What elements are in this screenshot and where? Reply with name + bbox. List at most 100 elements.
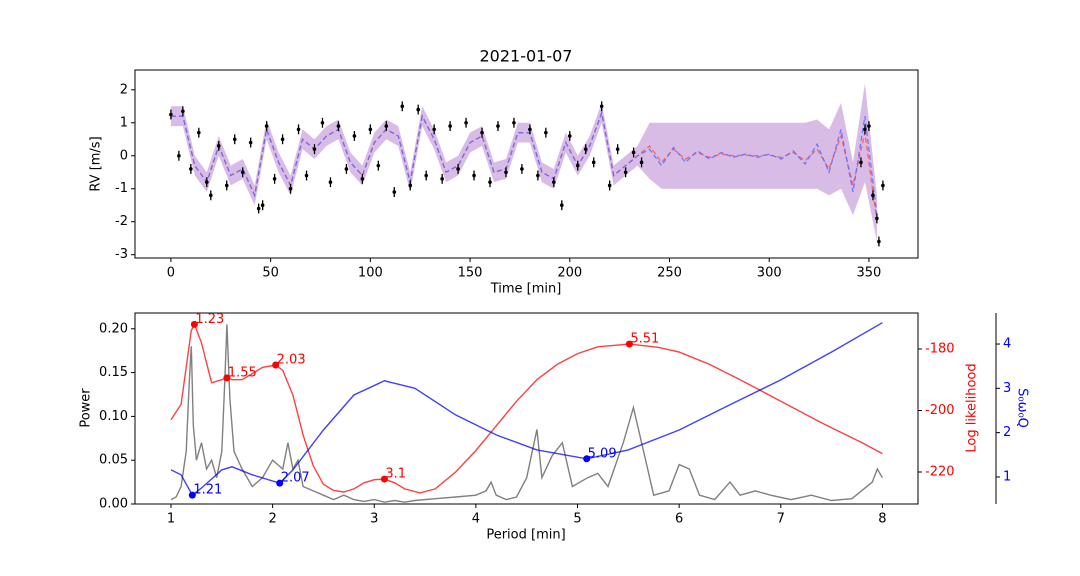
plot-frame <box>134 312 919 505</box>
peak-label: 2.03 <box>277 352 306 367</box>
data-point <box>189 167 193 171</box>
peak-label: 5.51 <box>630 332 659 347</box>
data-point <box>216 144 221 148</box>
confidence-band <box>170 83 877 242</box>
data-point <box>472 173 476 178</box>
data-point <box>599 104 604 109</box>
data-point <box>859 160 863 165</box>
data-point <box>424 173 428 178</box>
y3-tick-label: 1 <box>1003 469 1011 484</box>
peak-marker <box>276 479 284 487</box>
data-point <box>288 186 293 191</box>
chart-title: 2021-01-07 <box>480 47 573 66</box>
data-point <box>575 163 580 168</box>
data-point <box>197 130 201 135</box>
x-tick-label: 3 <box>370 512 378 527</box>
data-point <box>512 120 516 125</box>
peak-marker <box>380 475 388 483</box>
data-point <box>591 160 596 165</box>
model-line <box>170 110 878 216</box>
y-tick-label: 0.20 <box>99 321 128 336</box>
data-point <box>296 127 301 132</box>
x-axis-label: Period [min] <box>486 528 565 543</box>
y3-axis-label: S₀ω₀Q <box>1015 388 1030 428</box>
x-tick-label: 8 <box>878 512 886 527</box>
data-point <box>240 170 245 175</box>
peak-marker <box>223 374 231 382</box>
y-tick-label: 0.15 <box>99 365 128 380</box>
data-point <box>560 203 564 208</box>
data-point <box>639 160 644 165</box>
y-tick-label: -3 <box>115 247 128 262</box>
data-point <box>881 183 885 188</box>
data-point <box>272 177 277 181</box>
peak-label: 1.21 <box>193 483 222 498</box>
peak-marker <box>272 361 280 369</box>
peak-label: 5.09 <box>588 446 617 461</box>
y2-tick-label: -200 <box>925 403 955 418</box>
data-point <box>376 163 381 168</box>
data-point <box>368 127 373 132</box>
series-line <box>170 322 883 494</box>
data-point <box>312 147 317 151</box>
data-point <box>552 180 556 184</box>
y-tick-label: 0 <box>120 148 128 163</box>
data-point <box>320 120 325 125</box>
data-point <box>432 127 436 132</box>
y2-axis-label: Log likelihood <box>965 363 980 452</box>
y3-tick-label: 3 <box>1003 381 1011 396</box>
y3-tick-label: 4 <box>1003 337 1011 352</box>
peak-label: 3.1 <box>385 467 406 482</box>
peak-marker <box>583 455 591 463</box>
data-point <box>384 124 389 128</box>
x-axis-label: Time [min] <box>490 282 562 297</box>
data-point <box>181 109 185 114</box>
x-tick-label: 0 <box>167 266 175 281</box>
data-point <box>867 124 871 128</box>
data-point <box>488 180 492 184</box>
y3-tick-label: 2 <box>1003 425 1011 440</box>
data-point <box>875 216 879 221</box>
x-tick-label: 1 <box>167 512 175 527</box>
data-point <box>328 180 333 184</box>
data-point <box>623 170 628 175</box>
x-tick-label: 300 <box>757 266 782 281</box>
x-tick-label: 5 <box>573 512 581 527</box>
data-point <box>448 124 452 128</box>
x-tick-label: 2 <box>268 512 276 527</box>
y-tick-label: 2 <box>120 82 128 97</box>
data-point <box>169 112 173 117</box>
data-point <box>304 173 309 178</box>
y-tick-label: 0.00 <box>99 497 128 512</box>
plot-frame <box>134 69 919 259</box>
series-line <box>170 322 883 497</box>
series-line <box>170 324 884 503</box>
data-point <box>264 124 269 128</box>
data-point <box>615 147 620 151</box>
data-point <box>631 150 636 155</box>
peak-label: 1.23 <box>195 312 224 327</box>
data-point <box>416 107 421 112</box>
data-point <box>567 134 572 138</box>
data-point <box>408 183 413 188</box>
data-point <box>607 183 612 188</box>
data-point <box>583 147 588 151</box>
x-tick-label: 200 <box>557 266 582 281</box>
x-tick-label: 7 <box>777 512 785 527</box>
peak-marker <box>188 491 196 499</box>
y-tick-label: -1 <box>115 181 128 196</box>
data-point <box>464 120 468 125</box>
data-point <box>280 137 285 142</box>
x-tick-label: 50 <box>262 266 279 281</box>
data-point <box>496 124 500 128</box>
x-tick-label: 100 <box>358 266 383 281</box>
data-point <box>204 180 209 184</box>
peak-label: 1.55 <box>228 365 257 380</box>
x-tick-label: 6 <box>675 512 683 527</box>
data-point <box>480 130 484 135</box>
data-point <box>536 173 540 178</box>
data-point <box>352 134 357 138</box>
data-point <box>440 177 444 181</box>
